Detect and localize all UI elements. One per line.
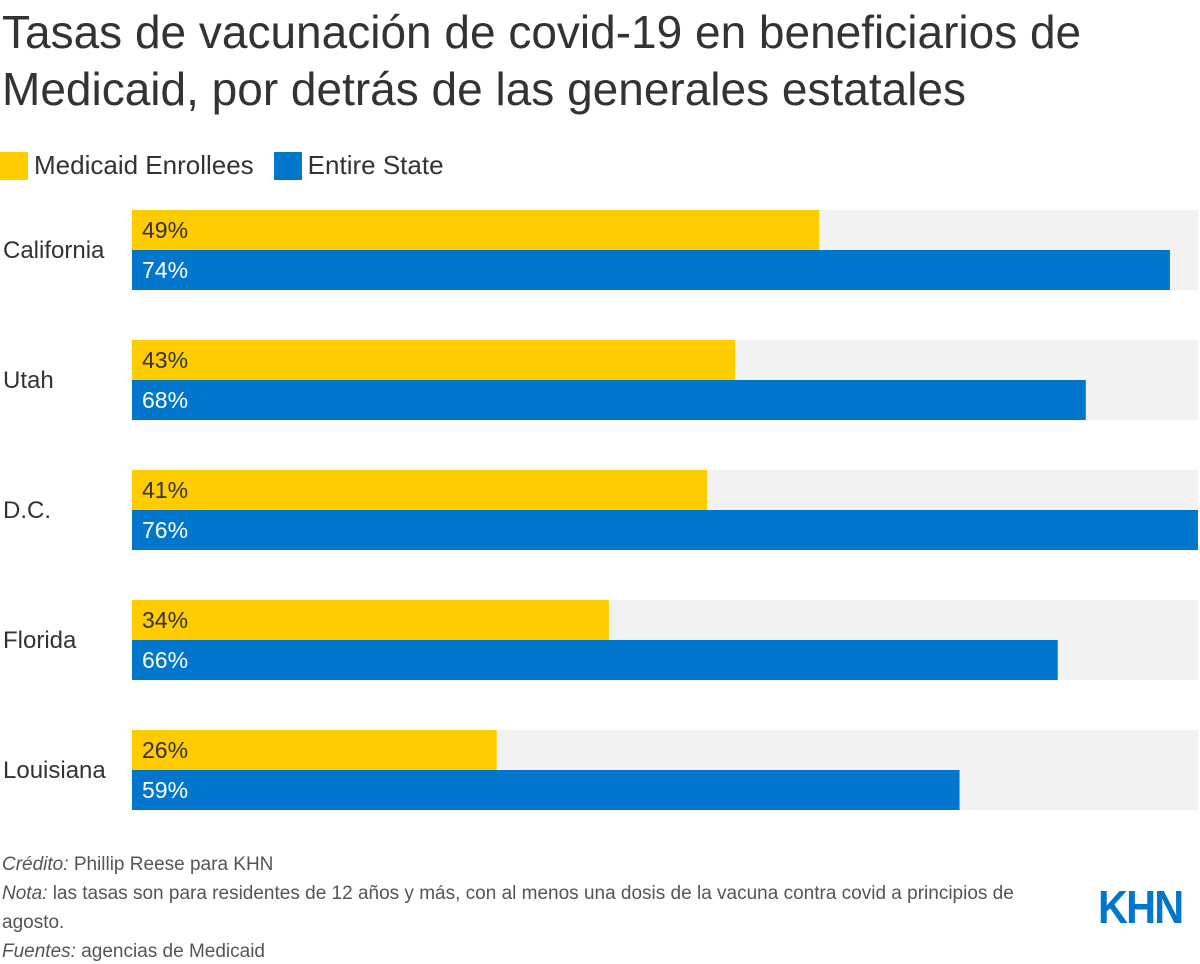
legend-swatch-state — [273, 151, 302, 180]
category-label: D.C. — [3, 497, 51, 524]
category-label: Florida — [3, 627, 77, 654]
credit-label: Crédito: — [2, 854, 69, 875]
bar-medicaid — [132, 470, 708, 510]
bar-state — [132, 380, 1086, 420]
bar-medicaid — [132, 730, 497, 770]
bar-medicaid — [132, 600, 609, 640]
data-label: 66% — [142, 647, 188, 673]
legend-label-medicaid: Medicaid Enrollees — [34, 150, 254, 180]
data-label: 68% — [142, 387, 188, 413]
category-label: Louisiana — [3, 757, 106, 784]
legend-label-state: Entire State — [307, 150, 444, 180]
khn-logo: KHN — [1098, 881, 1184, 933]
bar-medicaid — [132, 210, 820, 250]
footer: Crédito: Phillip Reese para KHN Nota: la… — [2, 850, 1062, 964]
data-label: 59% — [142, 777, 188, 803]
chart-title: Tasas de vacunación de covid-19 en benef… — [2, 6, 1082, 115]
category-label: California — [3, 237, 105, 264]
bar-state — [132, 640, 1058, 680]
data-label: 41% — [142, 477, 188, 503]
legend-item-state: Entire State — [273, 150, 444, 181]
note-label: Nota: — [2, 883, 48, 904]
data-label: 74% — [142, 257, 188, 283]
bar-state — [132, 770, 960, 810]
bar-medicaid — [132, 340, 736, 380]
data-label: 49% — [142, 217, 188, 243]
bar-state — [132, 510, 1198, 550]
legend-item-medicaid: Medicaid Enrollees — [0, 150, 254, 181]
category-label: Utah — [3, 367, 54, 394]
data-label: 43% — [142, 347, 188, 373]
note-text: las tasas son para residentes de 12 años… — [2, 883, 1014, 933]
bar-state — [132, 250, 1170, 290]
credit-text: Phillip Reese para KHN — [73, 854, 274, 875]
data-label: 34% — [142, 607, 188, 633]
sources-label: Fuentes: — [2, 941, 76, 962]
legend-swatch-medicaid — [0, 151, 28, 180]
legend: Medicaid Enrollees Entire State — [0, 150, 464, 181]
data-label: 26% — [142, 737, 188, 763]
sources-text: agencias de Medicaid — [81, 941, 266, 962]
data-label: 76% — [142, 517, 188, 543]
